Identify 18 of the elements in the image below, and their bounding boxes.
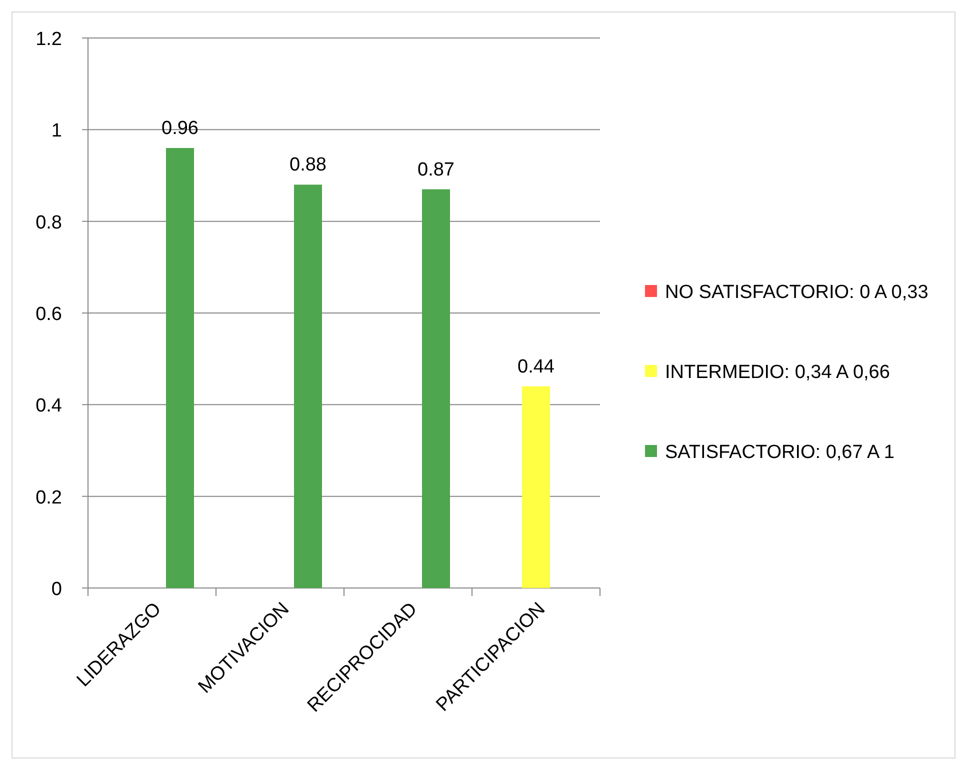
legend-label: INTERMEDIO: 0,34 A 0,66 bbox=[665, 362, 890, 383]
data-label: 0.96 bbox=[162, 118, 198, 139]
legend-label: NO SATISFACTORIO: 0 A 0,33 bbox=[665, 282, 928, 303]
bar bbox=[522, 386, 550, 588]
y-tick-label: 0 bbox=[51, 579, 62, 600]
y-tick-label: 1.2 bbox=[36, 29, 62, 50]
data-label: 0.87 bbox=[418, 159, 454, 180]
bar bbox=[166, 148, 194, 588]
y-tick-label: 0.6 bbox=[36, 304, 62, 325]
y-tick-label: 1 bbox=[51, 120, 62, 142]
data-label: 0.44 bbox=[518, 356, 555, 378]
legend-label: SATISFACTORIO: 0,67 A 1 bbox=[665, 442, 895, 463]
y-tick-label: 0.4 bbox=[36, 396, 62, 417]
data-label: 0.88 bbox=[290, 154, 326, 176]
bar bbox=[422, 189, 450, 588]
y-tick-label: 0.8 bbox=[36, 212, 62, 234]
y-tick-label: 0.2 bbox=[36, 487, 62, 508]
bar bbox=[294, 184, 322, 588]
